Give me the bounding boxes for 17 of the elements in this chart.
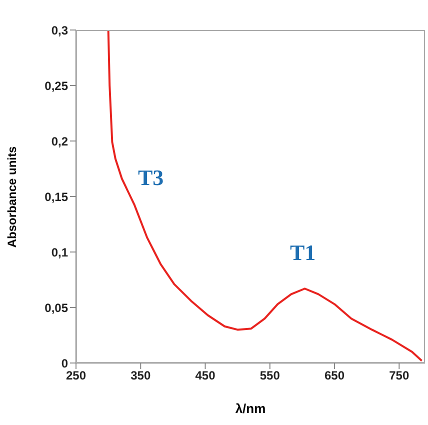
x-tick-label: 750	[389, 368, 410, 383]
x-axis-title: λ/nm	[234, 401, 267, 416]
y-tick-label: 0	[61, 356, 68, 370]
x-tick-label: 650	[324, 368, 345, 383]
y-tick-label: 0,25	[44, 78, 68, 93]
annotation: T3	[138, 165, 164, 191]
x-tick-label: 250	[66, 368, 86, 383]
y-axis-title: Absorbance units	[5, 146, 19, 248]
y-tick-label: 0,2	[51, 134, 68, 148]
x-tick-label: 450	[195, 368, 216, 383]
y-tick-label: 0,15	[44, 190, 68, 204]
annotation: T1	[290, 240, 316, 266]
x-tick-label: 550	[260, 368, 280, 383]
x-tick-label: 350	[130, 368, 151, 383]
y-tick-label: 0,05	[44, 300, 68, 315]
y-tick-label: 0,1	[51, 245, 68, 260]
y-tick-label: 0,3	[51, 23, 68, 38]
